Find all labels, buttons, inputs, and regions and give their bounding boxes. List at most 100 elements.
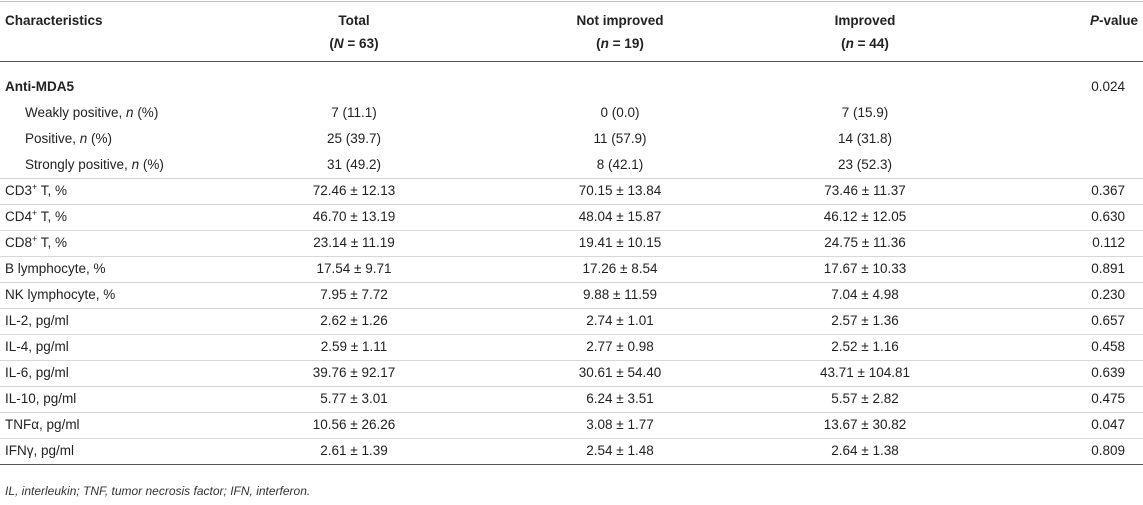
text: (: [329, 36, 334, 51]
text: (%): [133, 105, 159, 120]
text: 14 (31.8): [837, 131, 893, 146]
text: (: [596, 36, 601, 51]
text: Anti-MDA5: [5, 79, 74, 94]
header-line: (n = 19): [458, 32, 782, 55]
value-cell: 25 (39.7): [250, 131, 458, 147]
text: Total: [338, 13, 370, 28]
text: NK lymphocyte, %: [5, 287, 116, 302]
text: 2.54 ± 1.48: [586, 443, 654, 458]
value-cell: 0.112: [948, 235, 1125, 251]
text: = 19): [608, 36, 644, 51]
group-label: Anti-MDA5: [5, 79, 245, 95]
value-cell: 0.891: [948, 261, 1125, 277]
value-cell: 24.75 ± 11.36: [782, 235, 948, 251]
header-line: (N = 63): [250, 32, 458, 55]
text: 9.88 ± 11.59: [583, 287, 657, 302]
header-cell: Improved (n = 44): [782, 9, 948, 55]
text: 17.26 ± 8.54: [582, 261, 658, 276]
text: T, %: [37, 235, 68, 250]
value-cell: 0.367: [948, 183, 1125, 199]
text: Strongly positive,: [25, 157, 132, 172]
value-cell: 2.59 ± 1.11: [250, 339, 458, 355]
text: 19.41 ± 10.15: [578, 235, 662, 250]
text: 0.230: [1091, 287, 1125, 302]
value-cell: 3.08 ± 1.77: [458, 417, 782, 433]
text: IFNγ, pg/ml: [5, 443, 75, 458]
value-cell: 72.46 ± 12.13: [250, 183, 458, 199]
value-cell: 46.12 ± 12.05: [782, 209, 948, 225]
row-label: IFNγ, pg/ml: [5, 443, 245, 459]
value-cell: 2.64 ± 1.38: [782, 443, 948, 459]
text: 24.75 ± 11.36: [824, 235, 906, 250]
value-cell: 7.04 ± 4.98: [782, 287, 948, 303]
value-cell: 31 (49.2): [250, 157, 458, 173]
text: 0.367: [1091, 183, 1125, 198]
text: n: [79, 131, 88, 146]
header-cell: Not improved (n = 19): [458, 9, 782, 55]
row-rule: [0, 204, 1143, 205]
text: +: [32, 182, 38, 192]
text: IL-4, pg/ml: [5, 339, 69, 354]
text: (%): [87, 131, 113, 146]
header-cell: Total (N = 63): [250, 9, 458, 55]
text: 2.57 ± 1.36: [831, 313, 899, 328]
text: 0.630: [1091, 209, 1125, 224]
row-label: CD8+ T, %: [5, 235, 245, 251]
text: (%): [139, 157, 164, 172]
text: 13.67 ± 30.82: [823, 417, 907, 432]
text: 7 (11.1): [331, 105, 377, 120]
row-rule: [0, 256, 1143, 257]
text: 46.70 ± 13.19: [312, 209, 396, 224]
value-cell: 2.77 ± 0.98: [458, 339, 782, 355]
text: +: [32, 208, 38, 218]
text: 2.52 ± 1.16: [831, 339, 899, 354]
value-cell: 0.809: [948, 443, 1125, 459]
text: 0 (0.0): [600, 105, 640, 120]
italic-text: n: [126, 105, 134, 120]
text: T, %: [37, 209, 68, 224]
text: N: [333, 36, 344, 51]
value-cell: 17.26 ± 8.54: [458, 261, 782, 277]
value-cell: 7.95 ± 7.72: [250, 287, 458, 303]
value-cell: 9.88 ± 11.59: [458, 287, 782, 303]
value-cell: 7 (11.1): [250, 105, 458, 121]
text: Positive,: [25, 131, 80, 146]
header-cell: P-value: [948, 9, 1138, 32]
text: 10.56 ± 26.26: [312, 417, 396, 432]
italic-text: N: [334, 36, 344, 51]
value-cell: 10.56 ± 26.26: [250, 417, 458, 433]
value-cell: 23 (52.3): [782, 157, 948, 173]
text: 0.639: [1091, 365, 1125, 380]
row-rule: [0, 360, 1143, 361]
text: 2.62 ± 1.26: [320, 313, 388, 328]
value-cell: 2.74 ± 1.01: [458, 313, 782, 329]
row-rule: [0, 308, 1143, 309]
value-cell: 0.657: [948, 313, 1125, 329]
value-cell: 0.458: [948, 339, 1125, 355]
header-line: Total: [250, 9, 458, 32]
row-label: IL-2, pg/ml: [5, 313, 245, 329]
text: n: [600, 36, 609, 51]
text: 7 (15.9): [841, 105, 889, 120]
row-rule: [0, 230, 1143, 231]
value-cell: 8 (42.1): [458, 157, 782, 173]
value-cell: 39.76 ± 92.17: [250, 365, 458, 381]
text: Not improved: [576, 13, 664, 28]
italic-text: n: [601, 36, 609, 51]
value-cell: 14 (31.8): [782, 131, 948, 147]
row-rule: [0, 334, 1143, 335]
value-cell: 5.57 ± 2.82: [782, 391, 948, 407]
italic-text: P: [1090, 13, 1099, 28]
row-rule: [0, 282, 1143, 283]
text: 0.657: [1091, 313, 1125, 328]
text: 43.71 ± 104.81: [820, 365, 910, 380]
superscript: +: [32, 234, 37, 244]
text: B lymphocyte, %: [5, 261, 106, 276]
text: n: [131, 157, 140, 172]
text: 0.024: [1091, 79, 1125, 94]
text: 39.76 ± 92.17: [312, 365, 396, 380]
text: 48.04 ± 15.87: [578, 209, 662, 224]
value-cell: 0.630: [948, 209, 1125, 225]
p-value: 0.024: [948, 79, 1125, 95]
value-cell: 2.52 ± 1.16: [782, 339, 948, 355]
